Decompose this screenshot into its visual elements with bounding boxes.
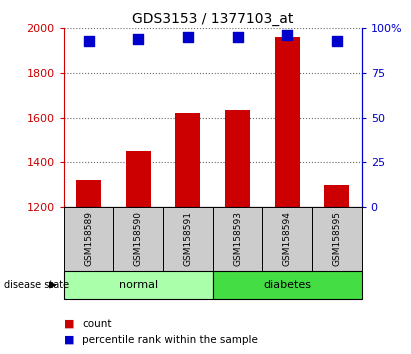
Title: GDS3153 / 1377103_at: GDS3153 / 1377103_at <box>132 12 293 26</box>
Text: ■: ■ <box>64 335 74 345</box>
Bar <box>126 151 150 207</box>
Text: GSM158595: GSM158595 <box>332 211 342 267</box>
Point <box>85 38 92 44</box>
Point <box>185 34 191 40</box>
Bar <box>312 207 362 271</box>
Bar <box>324 185 349 207</box>
Text: GSM158590: GSM158590 <box>134 211 143 267</box>
Point <box>234 34 241 40</box>
Text: GSM158593: GSM158593 <box>233 211 242 267</box>
Text: GSM158591: GSM158591 <box>183 211 192 267</box>
Text: diabetes: diabetes <box>263 280 311 290</box>
Bar <box>225 110 250 207</box>
Text: ■: ■ <box>64 319 74 329</box>
Bar <box>113 207 163 271</box>
Point <box>334 38 340 44</box>
Text: normal: normal <box>119 280 158 290</box>
Bar <box>163 207 213 271</box>
Text: count: count <box>82 319 112 329</box>
Text: GSM158589: GSM158589 <box>84 211 93 267</box>
Text: disease state: disease state <box>4 280 69 290</box>
Bar <box>213 271 362 299</box>
Bar <box>275 37 300 207</box>
Point <box>284 33 291 38</box>
Bar <box>76 180 101 207</box>
Bar <box>262 207 312 271</box>
Text: percentile rank within the sample: percentile rank within the sample <box>82 335 258 345</box>
Bar <box>64 271 213 299</box>
Point <box>135 36 141 42</box>
Bar <box>175 113 200 207</box>
Bar <box>64 207 113 271</box>
Text: GSM158594: GSM158594 <box>283 211 292 267</box>
Bar <box>213 207 262 271</box>
